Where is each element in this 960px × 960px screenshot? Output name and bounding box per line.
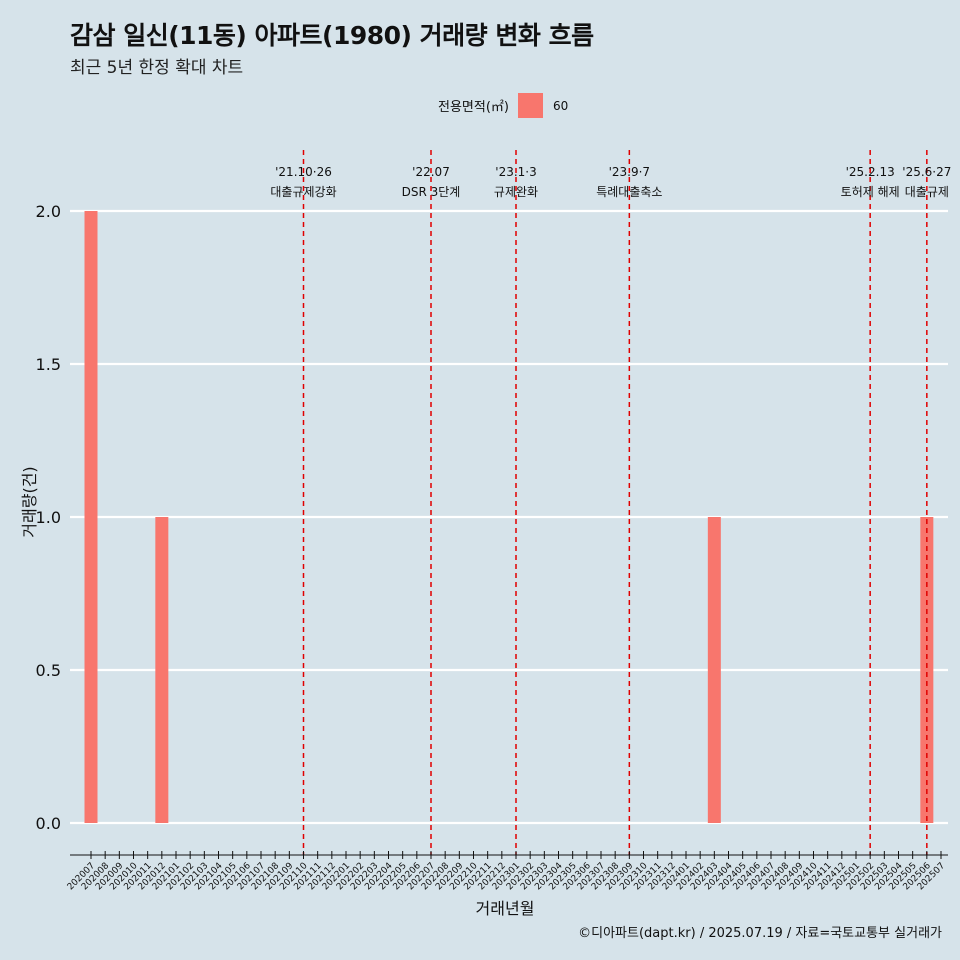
y-tick-label: 2.0 bbox=[36, 202, 61, 221]
legend: 전용면적(㎡) 60 bbox=[438, 93, 568, 118]
event-desc-label: 규제완화 bbox=[494, 185, 538, 199]
event-desc-label: DSR 3단계 bbox=[402, 185, 461, 199]
chart-title: 감삼 일신(11동) 아파트(1980) 거래량 변화 흐름 bbox=[70, 21, 594, 50]
event-desc-label: 대출규제강화 bbox=[270, 185, 336, 199]
chart-caption: ©디아파트(dapt.kr) / 2025.07.19 / 자료=국토교통부 실… bbox=[578, 926, 942, 941]
bar bbox=[155, 517, 169, 823]
legend-label: 60 bbox=[552, 98, 569, 113]
event-desc-label: 토허제 해제 bbox=[841, 185, 900, 199]
y-tick-label: 0.0 bbox=[36, 814, 61, 833]
bar bbox=[920, 517, 934, 823]
legend-title: 전용면적(㎡) bbox=[438, 100, 509, 115]
event-date-label: '23.9·7 bbox=[609, 165, 650, 179]
bar bbox=[707, 517, 721, 823]
y-axis-title: 거래량(건) bbox=[20, 466, 39, 537]
y-tick-label: 1.0 bbox=[36, 508, 61, 527]
event-date-label: '22.07 bbox=[412, 165, 450, 179]
chart-subtitle: 최근 5년 한정 확대 차트 bbox=[70, 58, 244, 78]
event-date-label: '23.1·3 bbox=[495, 165, 536, 179]
event-date-label: '25.2.13 bbox=[846, 165, 895, 179]
event-desc-label: 대출규제 bbox=[905, 185, 949, 199]
x-axis-title: 거래년월 bbox=[476, 899, 535, 918]
y-tick-label: 1.5 bbox=[36, 355, 61, 374]
bar bbox=[84, 211, 98, 823]
event-desc-label: 특례대출축소 bbox=[596, 185, 662, 199]
y-tick-label: 0.5 bbox=[36, 661, 61, 680]
legend-swatch bbox=[517, 93, 543, 118]
event-date-label: '21.10·26 bbox=[275, 165, 332, 179]
event-date-label: '25.6·27 bbox=[902, 165, 951, 179]
